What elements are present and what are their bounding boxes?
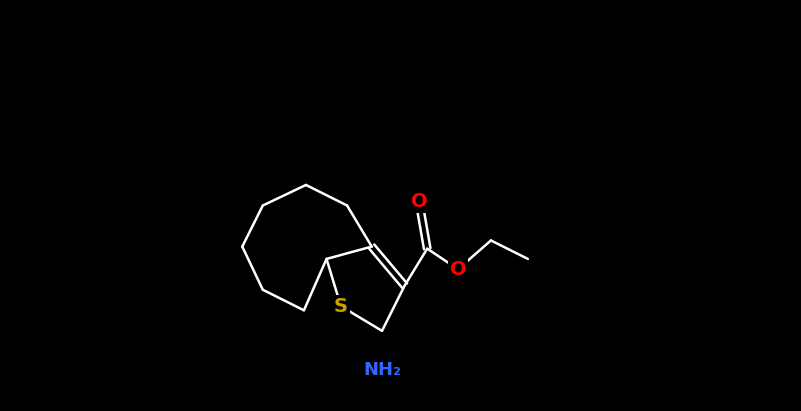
Text: S: S xyxy=(334,297,348,316)
Text: O: O xyxy=(411,192,427,211)
Text: NH₂: NH₂ xyxy=(363,361,401,379)
Text: O: O xyxy=(449,260,466,279)
